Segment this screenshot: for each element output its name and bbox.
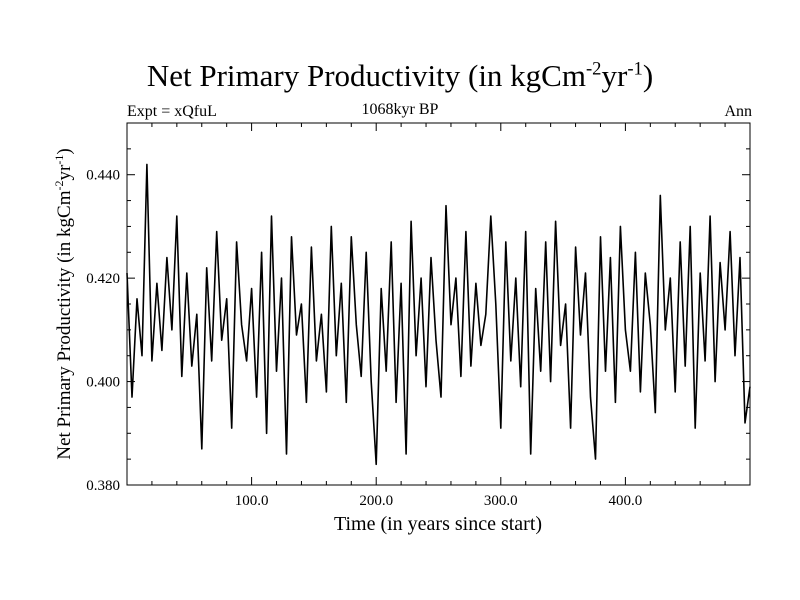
- x-tick-label: 400.0: [609, 493, 643, 509]
- x-tick-label: 300.0: [484, 493, 518, 509]
- y-axis-label: Net Primary Productivity (in kgCm-2yr-1): [52, 148, 75, 459]
- season-label: Ann: [724, 103, 752, 120]
- x-axis-label: Time (in years since start): [334, 513, 542, 535]
- y-tick-label: 0.400: [86, 375, 120, 391]
- y-tick-label: 0.420: [86, 271, 120, 287]
- y-tick-label: 0.440: [86, 168, 120, 184]
- x-axis-ticks: 100.0 200.0 300.0 400.0: [151, 123, 726, 509]
- y-axis-ticks: 0.380 0.400 0.420 0.440: [86, 148, 750, 494]
- period-label: 1068kyr BP: [361, 101, 439, 118]
- npp-series-line: [126, 163, 751, 466]
- experiment-label: Expt = xQfuL: [127, 103, 217, 120]
- chart-title: Net Primary Productivity (in kgCm-2yr-1): [146, 58, 654, 93]
- x-tick-label: 200.0: [359, 493, 393, 509]
- x-tick-label: 100.0: [235, 493, 269, 509]
- y-tick-label: 0.380: [86, 478, 120, 494]
